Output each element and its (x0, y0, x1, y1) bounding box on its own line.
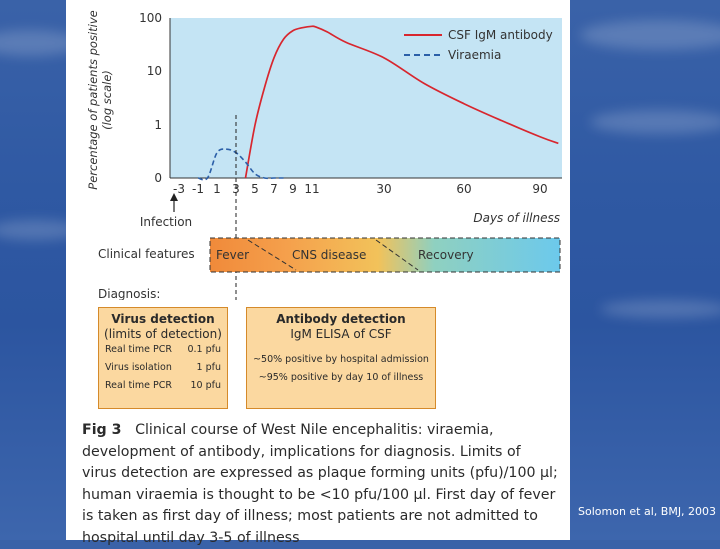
caption-text: Clinical course of West Nile encephaliti… (82, 422, 558, 546)
antibody-detection-subtitle: IgM ELISA of CSF (290, 327, 392, 341)
figure-number: Fig 3 (82, 422, 122, 438)
x-tick-label: 9 (289, 182, 297, 196)
detection-method: Virus isolation (105, 362, 172, 373)
antibody-detection-box: Antibody detection IgM ELISA of CSF ~50%… (246, 307, 436, 409)
x-tick-label: 11 (304, 182, 319, 196)
x-axis-label: Days of illness (473, 211, 560, 225)
plot-area (170, 18, 562, 178)
detection-method: Real time PCR (105, 380, 172, 391)
phase-divider (247, 239, 297, 271)
virus-detection-title: Virus detection (111, 312, 215, 326)
clinical-features-bar (209, 237, 561, 273)
virus-detection-subtitle: (limits of detection) (104, 327, 222, 341)
background-streak (590, 110, 720, 134)
detection-row: Real time PCR 10 pfu (99, 377, 227, 395)
detection-limit: 0.1 pfu (187, 344, 221, 355)
x-tick-label: 60 (456, 182, 471, 196)
figure-caption: Fig 3 Clinical course of West Nile encep… (82, 420, 558, 549)
antibody-stat: ~50% positive by hospital admission (253, 354, 429, 365)
infection-label: Infection (140, 215, 192, 229)
y-tick-label: 1 (154, 118, 162, 132)
detection-row: Virus isolation 1 pfu (99, 359, 227, 377)
y-tick-label: 0 (154, 171, 162, 185)
detection-method: Real time PCR (105, 344, 172, 355)
x-ticks: -3-11357911306090 (173, 182, 548, 196)
background-streak (580, 20, 720, 50)
x-tick-label: 5 (251, 182, 259, 196)
source-credit: Solomon et al, BMJ, 2003 (578, 505, 717, 518)
infection-annotation: Infection (140, 193, 192, 229)
antibody-stat: ~95% positive by day 10 of illness (258, 372, 424, 383)
x-tick-label: 90 (532, 182, 547, 196)
virus-detection-box: Virus detection (limits of detection) Re… (98, 307, 228, 409)
detection-row: Real time PCR 0.1 pfu (99, 341, 227, 359)
phase-fever: Fever (216, 248, 249, 262)
detection-limit: 1 pfu (196, 362, 221, 373)
x-tick-label: 1 (213, 182, 221, 196)
y-axis-label: Percentage of patients positive (86, 10, 100, 189)
y-tick-label: 10 (147, 64, 162, 78)
x-tick-label: -3 (173, 182, 185, 196)
legend-label-csf: CSF IgM antibody (448, 28, 553, 42)
x-tick-label: 30 (376, 182, 391, 196)
background-streak (600, 300, 720, 318)
y-tick-label: 100 (139, 11, 162, 25)
series-line-csf-igm (244, 25, 559, 179)
detection-limit: 10 pfu (190, 380, 221, 391)
antibody-detection-title: Antibody detection (276, 312, 406, 326)
y-axis-label-2: (log scale) (100, 70, 114, 130)
phase-recovery: Recovery (418, 248, 474, 262)
x-tick-label: 7 (270, 182, 278, 196)
background-streak (0, 220, 80, 240)
legend-label-viraemia: Viraemia (448, 48, 501, 62)
axes (169, 18, 562, 179)
phase-divider (375, 239, 419, 271)
phase-cns-disease: CNS disease (292, 248, 366, 262)
series-layer (197, 25, 559, 181)
x-tick-label: -1 (192, 182, 204, 196)
legend: CSF IgM antibody Viraemia (404, 28, 553, 62)
clinical-features-label: Clinical features (98, 247, 195, 261)
diagnosis-label: Diagnosis: (98, 287, 160, 300)
series-line-viraemia (197, 148, 284, 181)
